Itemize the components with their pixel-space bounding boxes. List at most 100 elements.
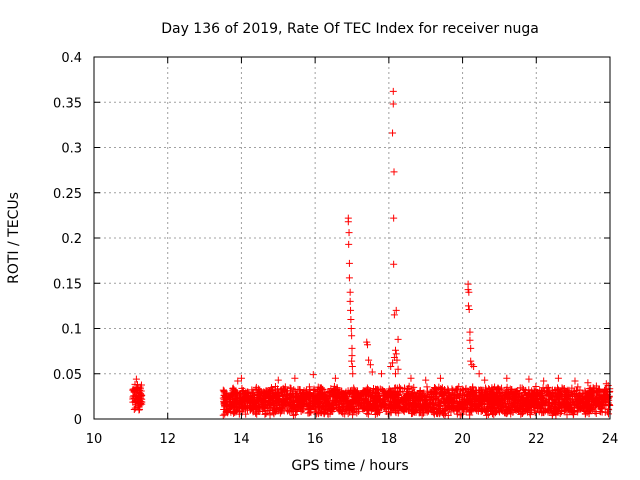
data-point — [400, 394, 408, 402]
data-point — [554, 385, 562, 393]
data-point — [342, 403, 350, 411]
data-point — [367, 387, 375, 395]
data-point — [333, 402, 341, 410]
data-point — [254, 389, 262, 397]
data-point — [287, 384, 295, 392]
data-point — [592, 391, 600, 399]
data-point — [468, 407, 476, 415]
data-point — [456, 401, 464, 409]
data-point — [234, 377, 242, 385]
data-point — [281, 383, 289, 391]
data-point — [576, 386, 584, 394]
data-point — [422, 403, 430, 411]
data-point — [530, 407, 538, 415]
data-point — [443, 398, 451, 406]
y-tick-label: 0 — [74, 413, 82, 428]
data-point — [483, 388, 491, 396]
data-point — [509, 403, 517, 411]
data-point — [287, 391, 295, 399]
data-point — [255, 393, 263, 401]
data-point — [407, 374, 415, 382]
data-point — [548, 386, 556, 394]
data-point — [270, 397, 278, 405]
data-point — [403, 400, 411, 408]
data-point — [402, 405, 410, 413]
data-point — [345, 259, 353, 267]
data-point — [431, 383, 439, 391]
data-point — [350, 400, 358, 408]
data-point — [347, 325, 355, 332]
data-point — [510, 399, 518, 407]
data-point — [475, 395, 483, 403]
data-point — [507, 407, 515, 415]
data-point — [503, 374, 511, 382]
data-point — [362, 397, 370, 405]
data-point — [581, 408, 589, 416]
data-point — [310, 386, 318, 394]
data-point — [389, 403, 397, 411]
data-point — [223, 407, 231, 415]
x-tick-label: 18 — [381, 432, 398, 447]
data-point — [473, 399, 481, 407]
data-point — [521, 407, 529, 415]
data-point — [547, 392, 555, 400]
data-point — [274, 390, 282, 398]
data-point — [389, 129, 397, 137]
data-point — [221, 389, 229, 397]
data-point — [391, 346, 399, 354]
data-point — [536, 386, 544, 394]
data-point — [485, 405, 493, 413]
data-point — [389, 359, 397, 367]
data-point — [441, 400, 449, 408]
y-tick-label: 0.25 — [53, 187, 82, 202]
data-point — [324, 399, 332, 407]
data-point — [230, 386, 238, 394]
x-tick-label: 24 — [602, 432, 619, 447]
data-point — [267, 389, 275, 397]
data-point — [390, 214, 398, 222]
data-point — [421, 397, 429, 405]
data-point — [240, 393, 248, 401]
data-point — [465, 288, 473, 296]
data-point — [301, 399, 309, 407]
data-point — [335, 407, 343, 415]
data-point — [289, 405, 297, 413]
data-point — [296, 404, 304, 412]
data-point — [439, 390, 447, 398]
y-tick-label: 0.2 — [61, 232, 82, 247]
data-point — [413, 401, 421, 409]
data-point — [554, 407, 562, 415]
data-point — [431, 384, 439, 392]
data-point — [374, 408, 382, 416]
data-point — [592, 409, 600, 417]
data-point — [585, 393, 593, 401]
data-point — [346, 297, 354, 305]
data-point — [405, 390, 413, 398]
data-point — [554, 374, 562, 382]
data-point — [464, 302, 472, 310]
data-point — [243, 388, 251, 396]
data-point — [597, 404, 605, 412]
data-point — [563, 411, 571, 419]
data-point — [409, 393, 417, 401]
data-point — [461, 397, 469, 405]
data-point — [320, 410, 328, 418]
data-point — [540, 396, 548, 404]
x-tick-label: 22 — [528, 432, 545, 447]
data-point — [564, 388, 572, 396]
grid-lines — [94, 57, 610, 419]
data-point — [573, 393, 581, 401]
y-tick-label: 0.35 — [53, 96, 82, 111]
data-point — [571, 377, 579, 385]
data-point — [242, 410, 250, 418]
data-point — [347, 306, 355, 314]
data-point — [135, 406, 143, 414]
x-tick-label: 20 — [454, 432, 471, 447]
data-point — [538, 395, 546, 403]
data-point — [334, 389, 342, 397]
data-point — [389, 87, 397, 95]
data-point — [562, 405, 570, 413]
data-point — [358, 390, 366, 398]
data-point — [496, 404, 504, 412]
data-point — [430, 409, 438, 417]
